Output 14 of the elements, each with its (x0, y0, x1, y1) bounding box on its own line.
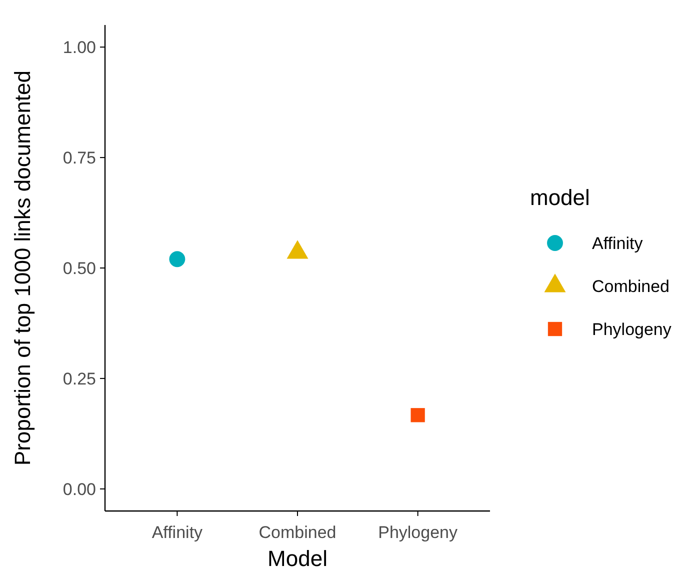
x-tick-label: Affinity (152, 523, 204, 542)
x-tick-label: Phylogeny (378, 523, 458, 542)
legend-label: Affinity (592, 234, 644, 253)
y-tick-label: 0.75 (62, 148, 96, 168)
x-tick-label: Combined (258, 523, 336, 542)
x-axis-title: Model (268, 546, 328, 571)
y-tick-label: 0.25 (62, 369, 96, 388)
y-axis-title: Proportion of top 1000 links documented (10, 70, 35, 466)
y-tick-label: 0.50 (62, 258, 96, 278)
y-tick-label: 0.00 (62, 480, 96, 499)
legend-title: model (530, 185, 590, 210)
y-tick-label: 1.00 (62, 38, 96, 58)
legend-label: Phylogeny (592, 320, 672, 339)
legend-label: Combined (592, 276, 670, 296)
